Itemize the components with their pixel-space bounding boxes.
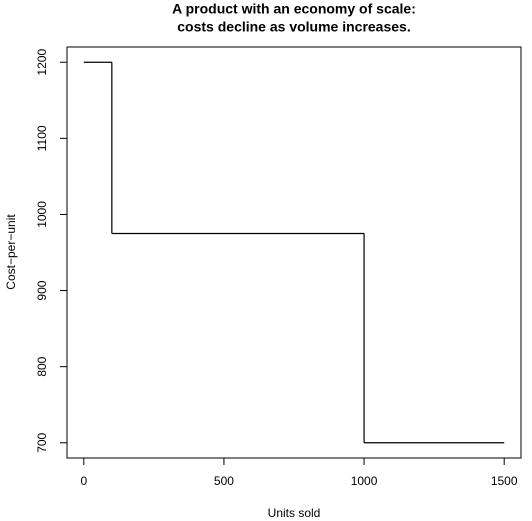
chart-title: A product with an economy of scale: (172, 1, 416, 17)
y-tick-label: 900 (35, 280, 49, 300)
y-tick-label: 800 (35, 356, 49, 376)
x-tick-label: 1000 (351, 474, 378, 488)
x-tick-label: 1500 (491, 474, 518, 488)
y-tick-label: 700 (35, 432, 49, 452)
y-tick-label: 1100 (35, 125, 49, 151)
y-tick-label: 1200 (35, 49, 49, 76)
x-tick-label: 500 (214, 474, 234, 488)
x-axis-label: Units sold (268, 506, 321, 520)
chart-title: costs decline as volume increases. (177, 19, 410, 35)
y-tick-label: 1000 (35, 201, 49, 228)
x-tick-label: 0 (80, 474, 87, 488)
y-axis-label: Cost−per−unit (4, 214, 18, 290)
plot-frame (66, 46, 522, 459)
